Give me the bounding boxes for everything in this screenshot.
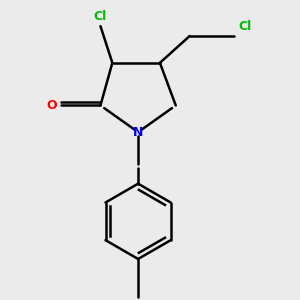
Text: N: N [133, 126, 143, 139]
Text: O: O [46, 99, 57, 112]
Text: Cl: Cl [238, 20, 251, 33]
Text: Cl: Cl [94, 10, 107, 23]
